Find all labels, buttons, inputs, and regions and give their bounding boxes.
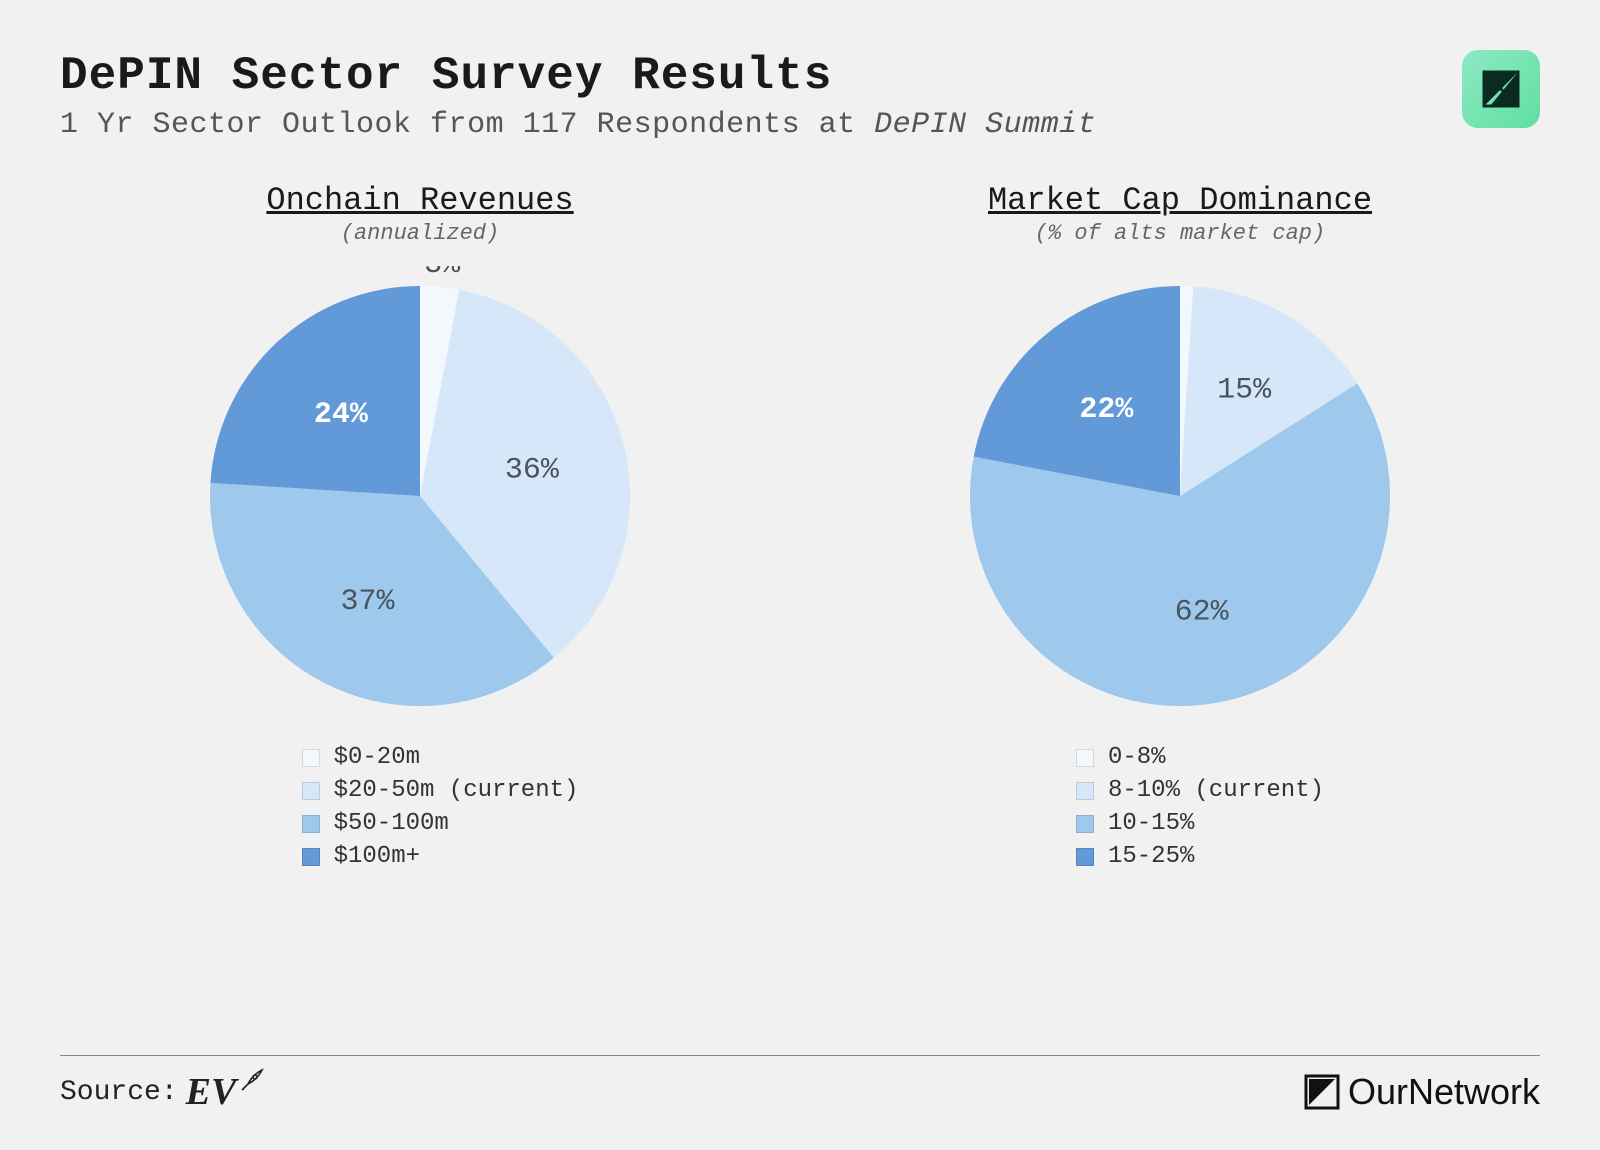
chart-panel-onchain: Onchain Revenues (annualized) 3% 36% 37% 24… — [60, 182, 780, 876]
legend-item: 0-8% — [1076, 744, 1324, 771]
legend-label: $100m+ — [334, 843, 420, 870]
slice-label: 24% — [314, 398, 369, 432]
legend-label: 15-25% — [1108, 843, 1194, 870]
slice-label: 62% — [1175, 595, 1230, 629]
legend-swatch — [302, 749, 320, 767]
legend-onchain: $0-20m $20-50m (current) $50-100m $100m+ — [262, 744, 579, 876]
chart-title: Onchain Revenues — [266, 182, 573, 219]
subtitle-text: 1 Yr Sector Outlook from 117 Respondents… — [60, 108, 874, 142]
chart-subtitle: (annualized) — [341, 221, 499, 246]
legend-label: 8-10% (current) — [1108, 777, 1324, 804]
legend-swatch — [1076, 848, 1094, 866]
header: DePIN Sector Survey Results 1 Yr Sector … — [60, 50, 1540, 142]
source-logo-text: EV — [186, 1070, 237, 1114]
legend-swatch — [302, 848, 320, 866]
legend-item: 15-25% — [1076, 843, 1324, 870]
pie-slice — [210, 286, 420, 496]
legend-item: $100m+ — [302, 843, 579, 870]
legend-swatch — [1076, 749, 1094, 767]
legend-item: $50-100m — [302, 810, 579, 837]
slice-label: 15% — [1217, 374, 1272, 408]
chart-title: Market Cap Dominance — [988, 182, 1372, 219]
subtitle-em: DePIN Summit — [874, 108, 1096, 142]
legend-item: 10-15% — [1076, 810, 1324, 837]
legend-item: 8-10% (current) — [1076, 777, 1324, 804]
source-logo: EV — [186, 1070, 267, 1114]
title-block: DePIN Sector Survey Results 1 Yr Sector … — [60, 50, 1462, 142]
slice-label: 3% — [424, 266, 461, 282]
slice-label: 22% — [1079, 393, 1134, 427]
rocket-icon — [238, 1066, 266, 1094]
legend-label: $20-50m (current) — [334, 777, 579, 804]
chart-panel-mcap: Market Cap Dominance (% of alts market c… — [820, 182, 1540, 876]
source-block: Source: EV — [60, 1070, 266, 1114]
legend-label: $50-100m — [334, 810, 449, 837]
charts-row: Onchain Revenues (annualized) 3% 36% 37% 24… — [60, 182, 1540, 876]
legend-item: $0-20m — [302, 744, 579, 771]
legend-swatch — [1076, 782, 1094, 800]
pie-chart-mcap: 15% 62% 22% — [950, 266, 1410, 726]
chart-subtitle: (% of alts market cap) — [1035, 221, 1325, 246]
slice-label: 36% — [505, 453, 560, 487]
page-title: DePIN Sector Survey Results — [60, 50, 1462, 102]
legend-label: 0-8% — [1108, 744, 1166, 771]
brand-footer: OurNetwork — [1302, 1071, 1540, 1113]
legend-mcap: 0-8% 8-10% (current) 10-15% 15-25% — [1036, 744, 1324, 876]
legend-label: $0-20m — [334, 744, 420, 771]
source-label: Source: — [60, 1077, 178, 1108]
pie-chart-onchain: 3% 36% 37% 24% — [190, 266, 650, 726]
legend-swatch — [302, 782, 320, 800]
legend-swatch — [1076, 815, 1094, 833]
legend-item: $20-50m (current) — [302, 777, 579, 804]
legend-label: 10-15% — [1108, 810, 1194, 837]
slice-label: 37% — [341, 585, 396, 619]
brand-glyph-icon — [1478, 66, 1524, 112]
brand-logo-badge — [1462, 50, 1540, 128]
legend-swatch — [302, 815, 320, 833]
brand-footer-icon — [1302, 1072, 1342, 1112]
brand-name: OurNetwork — [1348, 1071, 1540, 1113]
footer: Source: EV OurNetwork — [60, 1055, 1540, 1114]
page-subtitle: 1 Yr Sector Outlook from 117 Respondents… — [60, 108, 1462, 142]
